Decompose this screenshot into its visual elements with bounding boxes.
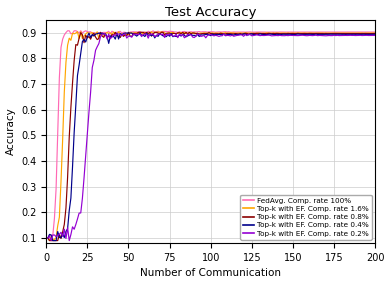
Top-k with EF. Comp. rate 1.6% <box>110 33 114 36</box>
Top-k with EF. Comp. rate 0.2% <box>136 33 141 36</box>
X-axis label: Number of Communication: Number of Communication <box>140 268 281 278</box>
FedAvg. Comp. rate 100% <box>67 29 72 32</box>
Top-k with EF. Comp. rate 0.2% <box>67 239 72 242</box>
FedAvg. Comp. rate 100% <box>65 29 70 32</box>
Top-k with EF. Comp. rate 0.8% <box>60 230 65 233</box>
Line: FedAvg. Comp. rate 100%: FedAvg. Comp. rate 100% <box>48 31 375 238</box>
Top-k with EF. Comp. rate 0.2% <box>348 34 353 37</box>
Line: Top-k with EF. Comp. rate 0.2%: Top-k with EF. Comp. rate 0.2% <box>48 34 375 241</box>
Top-k with EF. Comp. rate 0.8% <box>348 32 353 35</box>
Top-k with EF. Comp. rate 0.8% <box>136 31 141 34</box>
FedAvg. Comp. rate 100% <box>347 30 351 34</box>
Top-k with EF. Comp. rate 1.6% <box>67 36 72 40</box>
Top-k with EF. Comp. rate 0.4% <box>50 239 55 242</box>
Top-k with EF. Comp. rate 0.4% <box>348 33 353 36</box>
Top-k with EF. Comp. rate 0.2% <box>100 32 105 36</box>
Top-k with EF. Comp. rate 0.8% <box>47 239 52 242</box>
Top-k with EF. Comp. rate 0.8% <box>373 32 378 35</box>
Top-k with EF. Comp. rate 0.4% <box>373 33 378 36</box>
Top-k with EF. Comp. rate 1.6% <box>348 31 353 35</box>
Top-k with EF. Comp. rate 0.8% <box>67 135 72 139</box>
Top-k with EF. Comp. rate 0.2% <box>373 34 378 37</box>
FedAvg. Comp. rate 100% <box>373 30 378 34</box>
Top-k with EF. Comp. rate 0.2% <box>46 236 50 240</box>
Top-k with EF. Comp. rate 0.8% <box>98 31 103 34</box>
Line: Top-k with EF. Comp. rate 0.4%: Top-k with EF. Comp. rate 0.4% <box>48 33 375 241</box>
Top-k with EF. Comp. rate 1.6% <box>136 32 141 35</box>
Y-axis label: Accuracy: Accuracy <box>5 108 16 155</box>
FedAvg. Comp. rate 100% <box>46 236 50 240</box>
FedAvg. Comp. rate 100% <box>58 46 63 49</box>
Top-k with EF. Comp. rate 0.4% <box>360 33 364 36</box>
Legend: FedAvg. Comp. rate 100%, Top-k with EF. Comp. rate 1.6%, Top-k with EF. Comp. ra: FedAvg. Comp. rate 100%, Top-k with EF. … <box>240 195 372 240</box>
Top-k with EF. Comp. rate 1.6% <box>46 236 50 240</box>
Top-k with EF. Comp. rate 1.6% <box>75 30 80 34</box>
Line: Top-k with EF. Comp. rate 0.8%: Top-k with EF. Comp. rate 0.8% <box>48 32 375 241</box>
Top-k with EF. Comp. rate 0.4% <box>67 209 72 212</box>
Top-k with EF. Comp. rate 0.2% <box>360 34 364 37</box>
Top-k with EF. Comp. rate 1.6% <box>60 137 65 141</box>
Top-k with EF. Comp. rate 0.2% <box>49 239 53 242</box>
Top-k with EF. Comp. rate 0.4% <box>46 236 50 240</box>
Top-k with EF. Comp. rate 0.8% <box>46 236 50 240</box>
Top-k with EF. Comp. rate 0.8% <box>360 32 364 35</box>
Top-k with EF. Comp. rate 0.4% <box>110 35 114 38</box>
Top-k with EF. Comp. rate 0.4% <box>136 33 141 36</box>
Title: Test Accuracy: Test Accuracy <box>165 6 257 18</box>
Top-k with EF. Comp. rate 0.2% <box>60 235 65 238</box>
Top-k with EF. Comp. rate 0.2% <box>110 35 114 39</box>
FedAvg. Comp. rate 100% <box>108 32 113 36</box>
FedAvg. Comp. rate 100% <box>134 30 139 34</box>
Top-k with EF. Comp. rate 0.8% <box>110 33 114 36</box>
Top-k with EF. Comp. rate 1.6% <box>373 31 378 35</box>
FedAvg. Comp. rate 100% <box>358 30 363 34</box>
Top-k with EF. Comp. rate 1.6% <box>47 239 52 242</box>
Top-k with EF. Comp. rate 0.4% <box>60 232 65 236</box>
Top-k with EF. Comp. rate 0.4% <box>87 31 91 35</box>
Line: Top-k with EF. Comp. rate 1.6%: Top-k with EF. Comp. rate 1.6% <box>48 32 375 241</box>
Top-k with EF. Comp. rate 1.6% <box>360 31 364 35</box>
